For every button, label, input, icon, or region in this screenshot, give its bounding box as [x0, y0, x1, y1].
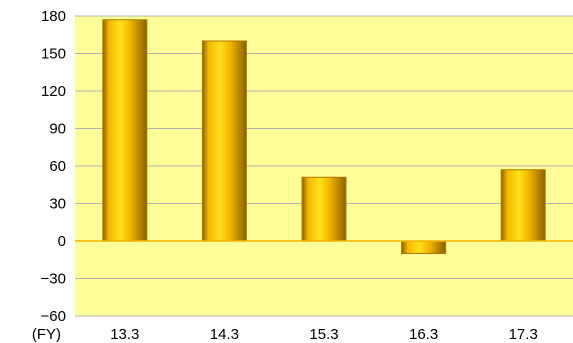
x-tick-label: 15.3	[309, 326, 338, 343]
bar-14-3	[201, 40, 247, 242]
y-tick-label: 180	[41, 8, 66, 25]
bars	[102, 19, 546, 254]
bar-16-3	[401, 240, 447, 254]
y-axis-tick-labels: 180 150 120 90 60 30 0 −30 −60	[41, 8, 66, 325]
y-tick-label: 60	[49, 158, 66, 175]
y-tick-label: 0	[58, 233, 66, 250]
bar-15-3	[301, 176, 347, 242]
y-tick-label: 30	[49, 196, 66, 213]
y-tick-label: 120	[41, 83, 66, 100]
bar-13-3	[102, 19, 148, 242]
x-axis-unit-label: (FY)	[32, 326, 61, 343]
bar-17-3	[500, 169, 546, 242]
x-tick-label: 17.3	[509, 326, 538, 343]
y-tick-label: 90	[49, 121, 66, 138]
y-tick-label: 150	[41, 46, 66, 63]
x-axis-tick-labels: 13.3 14.3 15.3 16.3 17.3	[110, 326, 538, 343]
x-tick-label: 16.3	[409, 326, 438, 343]
y-tick-label: −60	[41, 308, 66, 325]
y-tick-label: −30	[41, 271, 66, 288]
x-tick-label: 14.3	[210, 326, 239, 343]
x-tick-label: 13.3	[110, 326, 139, 343]
